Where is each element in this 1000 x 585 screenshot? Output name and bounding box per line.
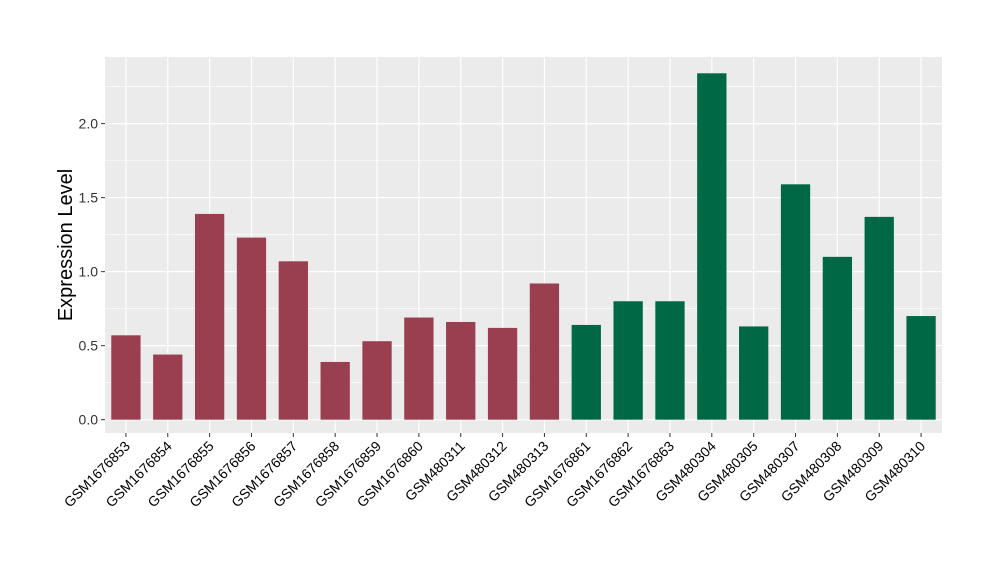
plot-panel — [105, 57, 942, 433]
bar-GSM1676857 — [278, 261, 308, 420]
y-tick-label: 0.5 — [79, 338, 99, 354]
bar-GSM480308 — [822, 256, 853, 420]
x-axis: GSM1676853GSM1676854GSM1676855GSM1676856… — [61, 433, 928, 510]
bar-GSM1676853 — [111, 335, 141, 420]
bar-GSM480311 — [446, 321, 476, 420]
y-tick-label: 0.0 — [79, 412, 99, 428]
bar-GSM1676855 — [194, 213, 225, 420]
bar-GSM1676858 — [320, 361, 350, 420]
bar-GSM480305 — [739, 326, 769, 420]
bar-GSM1676854 — [153, 354, 183, 420]
y-axis: 0.0 0.5 1.0 1.5 2.0 — [79, 116, 105, 428]
bar-GSM480309 — [864, 216, 894, 420]
bar-GSM1676860 — [404, 317, 434, 420]
y-axis-label: Expression Level — [55, 169, 77, 321]
bar-GSM480310 — [906, 316, 936, 420]
bar-GSM480304 — [697, 73, 727, 420]
bars — [111, 73, 936, 420]
y-tick-label: 1.5 — [79, 190, 99, 206]
bar-GSM480312 — [487, 327, 518, 420]
bar-GSM480307 — [780, 184, 811, 420]
bar-GSM1676863 — [655, 301, 685, 420]
bar-GSM1676861 — [571, 324, 601, 420]
bar-GSM1676862 — [613, 301, 643, 420]
y-tick-label: 2.0 — [79, 116, 99, 132]
bar-GSM480313 — [529, 283, 560, 420]
bar-GSM1676856 — [236, 237, 267, 420]
bar-GSM1676859 — [362, 341, 392, 420]
y-tick-label: 1.0 — [79, 264, 99, 280]
